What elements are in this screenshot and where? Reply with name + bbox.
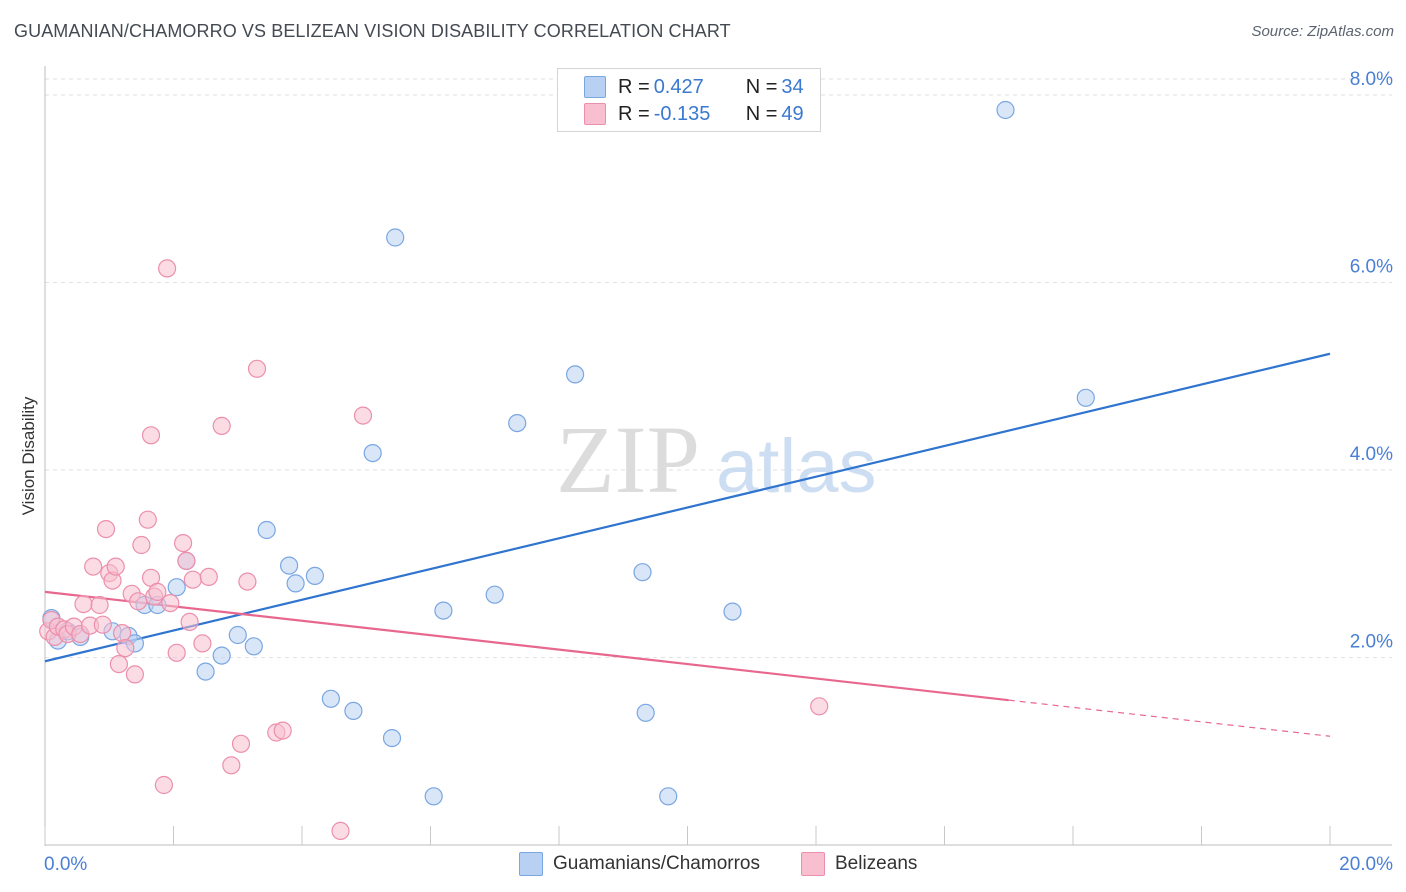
point-pink xyxy=(132,535,151,555)
data-points xyxy=(39,100,1095,841)
point-pink xyxy=(222,756,241,775)
tick-labels: 2.0% 4.0% 6.0% 8.0% 0.0% 20.0% xyxy=(44,69,1393,875)
point-pink xyxy=(353,406,373,425)
point-blue xyxy=(1076,388,1095,407)
point-blue xyxy=(508,414,527,433)
point-blue xyxy=(286,574,305,593)
legend-row-blue: R = 0.427 N = 34 xyxy=(584,74,804,100)
point-blue xyxy=(344,701,363,721)
point-blue xyxy=(257,520,276,540)
point-pink xyxy=(161,593,180,613)
point-blue xyxy=(244,637,263,656)
point-blue xyxy=(212,646,231,665)
point-blue xyxy=(280,556,299,575)
point-pink xyxy=(180,612,199,632)
point-blue xyxy=(485,585,504,604)
legend-r-label-blue: R = xyxy=(618,75,650,98)
point-pink xyxy=(84,557,103,576)
point-pink xyxy=(116,638,135,658)
y-tick-label: 2.0% xyxy=(1350,632,1393,653)
point-blue xyxy=(424,787,443,806)
point-blue xyxy=(196,662,215,681)
point-pink xyxy=(183,570,202,589)
gridlines xyxy=(45,78,1392,658)
point-pink xyxy=(810,697,829,716)
point-blue xyxy=(633,563,652,582)
point-blue xyxy=(659,787,678,806)
point-pink xyxy=(90,595,109,615)
point-pink xyxy=(193,634,212,653)
point-pink xyxy=(106,557,125,576)
watermark-zip: ZIP xyxy=(556,406,700,513)
x-tick-label-min: 0.0% xyxy=(44,854,87,875)
legend-row-pink: R = -0.135 N = 49 xyxy=(584,101,804,127)
point-blue xyxy=(386,228,405,247)
bottom-pink-swatch xyxy=(801,852,825,876)
point-pink xyxy=(174,533,193,553)
legend-r-value-pink: -0.135 xyxy=(653,102,711,125)
bottom-legend-blue: Guamanians/Chamorros xyxy=(519,852,760,876)
point-blue xyxy=(565,365,585,384)
legend-n-label-blue: N = xyxy=(745,75,778,98)
point-pink xyxy=(109,654,129,674)
point-blue xyxy=(167,578,186,597)
y-tick-label: 8.0% xyxy=(1350,69,1393,90)
point-blue xyxy=(321,689,340,708)
x-tick-label-max: 20.0% xyxy=(1339,854,1393,875)
point-pink xyxy=(74,594,93,614)
legend-n-label-pink: N = xyxy=(745,102,778,125)
point-blue xyxy=(434,601,453,620)
bottom-blue-swatch xyxy=(519,852,543,876)
y-axis-title: Vision Disability xyxy=(19,396,38,515)
pink-swatch xyxy=(584,103,606,125)
y-tick-label: 4.0% xyxy=(1350,444,1393,465)
legend-n-value-pink: 49 xyxy=(781,102,804,125)
legend-r-label-pink: R = xyxy=(618,102,650,125)
point-blue xyxy=(996,100,1015,120)
watermark-atlas: atlas xyxy=(716,424,877,509)
point-pink xyxy=(247,359,267,378)
legend-r-value-blue: 0.427 xyxy=(653,75,704,98)
chart-title: GUAMANIAN/CHAMORRO VS BELIZEAN VISION DI… xyxy=(14,21,731,41)
point-pink xyxy=(199,567,218,587)
axes xyxy=(44,66,1392,846)
point-pink xyxy=(177,551,196,571)
correlation-legend: R = 0.427 N = 34 R = -0.135 N = 49 xyxy=(557,68,821,132)
point-pink xyxy=(331,821,350,841)
watermark: ZIP atlas xyxy=(556,406,877,513)
point-pink xyxy=(238,572,257,591)
point-blue xyxy=(382,728,402,748)
point-pink xyxy=(158,259,177,278)
point-pink xyxy=(138,510,157,529)
trend-lines xyxy=(44,352,1331,737)
point-pink xyxy=(154,775,173,795)
legend-n-value-blue: 34 xyxy=(781,75,804,98)
point-pink xyxy=(231,734,251,753)
point-blue xyxy=(363,444,382,463)
point-pink xyxy=(148,582,167,602)
point-pink xyxy=(129,592,148,611)
bottom-legend-blue-label: Guamanians/Chamorros xyxy=(553,853,760,874)
source-credit: Source: ZipAtlas.com xyxy=(1251,23,1394,40)
trend-line-pink-solid xyxy=(44,590,1009,702)
trend-line-pink-dashed xyxy=(1008,699,1331,737)
bottom-legend-pink-label: Belizeans xyxy=(835,853,918,874)
point-pink xyxy=(212,416,231,435)
point-pink xyxy=(93,615,112,634)
bottom-legend-pink: Belizeans xyxy=(801,852,917,876)
point-blue xyxy=(723,602,742,621)
point-pink xyxy=(125,665,144,684)
trend-line-blue xyxy=(44,352,1331,663)
point-pink xyxy=(112,623,132,643)
point-pink xyxy=(167,643,186,662)
point-blue xyxy=(228,625,247,645)
point-pink xyxy=(273,721,292,740)
y-tick-label: 6.0% xyxy=(1350,257,1393,278)
point-blue xyxy=(636,703,655,722)
point-blue xyxy=(305,566,324,586)
blue-swatch xyxy=(584,76,606,98)
point-pink xyxy=(141,426,161,445)
point-pink xyxy=(96,519,116,539)
